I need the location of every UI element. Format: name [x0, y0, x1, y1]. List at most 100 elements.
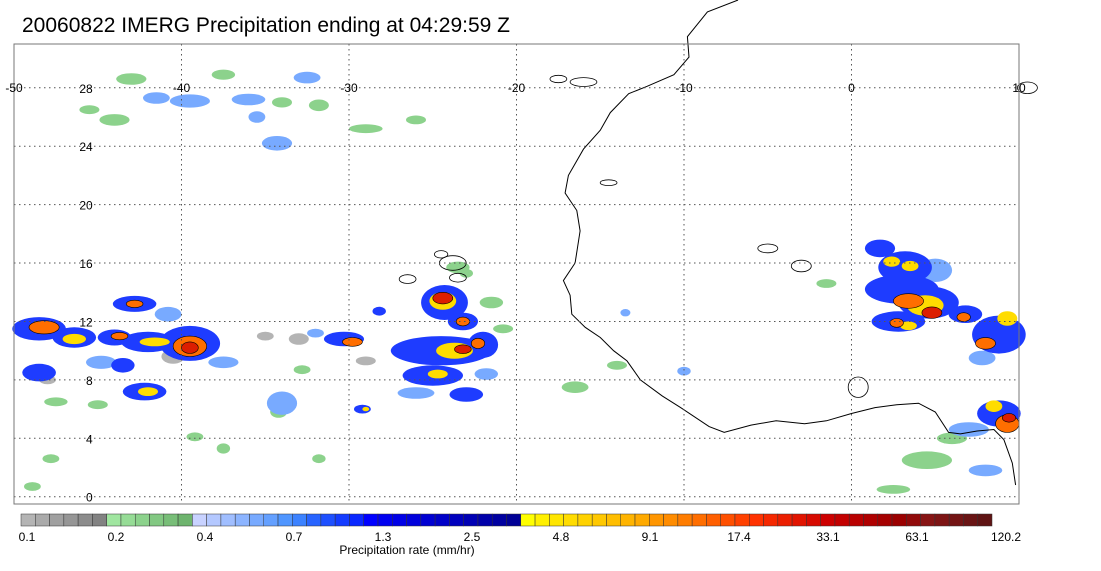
precip-cell-weak	[44, 397, 68, 407]
colorbar-swatch	[506, 513, 522, 527]
colorbar-swatch	[848, 513, 864, 527]
precip-cell-moderate	[620, 309, 631, 317]
precip-cell-weak	[816, 279, 837, 288]
precip-cell-strong	[864, 239, 896, 258]
precip-cell-strong	[111, 358, 135, 373]
precip-cell-weak	[479, 296, 504, 309]
colorbar-swatch	[791, 513, 807, 527]
colorbar-swatch	[720, 513, 736, 527]
precip-cell-weak	[561, 381, 589, 394]
colorbar-swatch	[192, 513, 207, 527]
colorbar-swatch	[934, 513, 950, 527]
colorbar-tick-label: 0.1	[19, 530, 36, 544]
colorbar-swatch	[106, 513, 122, 527]
precip-cell-moderate	[231, 93, 266, 106]
longitude-tick-label: -30	[340, 81, 358, 95]
precip-cell-moderate	[261, 136, 293, 151]
colorbar-swatch	[263, 513, 279, 527]
inland-water-outline	[757, 243, 779, 254]
precip-cell-intense	[455, 316, 470, 327]
precip-cell-moderate	[968, 464, 1003, 477]
colorbar-swatch	[891, 513, 907, 527]
colorbar-swatch	[977, 513, 993, 527]
precip-cell-heavy	[362, 406, 370, 412]
precip-cell-weak	[406, 115, 426, 125]
colorbar-swatch	[877, 513, 893, 527]
precip-cell-moderate	[307, 328, 324, 338]
colorbar-tick-label: 63.1	[905, 530, 929, 544]
colorbar-swatch	[63, 513, 79, 527]
precip-cell-intense	[956, 312, 971, 322]
inland-water-outline	[847, 376, 869, 398]
colorbar-swatch	[92, 513, 107, 527]
precip-cell-intense	[470, 337, 485, 349]
colorbar-swatch	[277, 513, 293, 527]
colorbar-swatch	[163, 513, 179, 527]
colorbar-swatch	[77, 513, 93, 527]
colorbar-swatch	[948, 513, 964, 527]
colorbar-swatch	[534, 513, 550, 527]
precip-cell-heavy	[139, 337, 170, 347]
precip-cell-light	[355, 356, 376, 366]
graticule	[13, 44, 1020, 504]
colorbar-swatch	[591, 513, 607, 527]
precip-cell-heavy	[138, 387, 158, 396]
latitude-tick-label: 16	[79, 257, 93, 271]
colorbar-swatch	[577, 513, 593, 527]
colorbar-tick-label: 0.4	[197, 530, 214, 544]
precip-cell-weak	[79, 105, 100, 115]
colorbar-swatch	[377, 513, 393, 527]
colorbar-swatch	[906, 513, 921, 527]
colorbar-swatch	[149, 513, 165, 527]
colorbar-swatch	[306, 513, 322, 527]
colorbar-swatch	[749, 513, 764, 527]
colorbar-swatch	[320, 513, 336, 527]
longitude-tick-label: -20	[508, 81, 526, 95]
precip-cell-intense	[975, 337, 996, 350]
colorbar-swatch	[563, 513, 579, 527]
precip-cell-weak	[901, 451, 953, 470]
precip-cell-weak	[42, 454, 60, 464]
precip-cell-extreme	[432, 292, 454, 305]
colorbar-swatch	[334, 513, 350, 527]
colorbar-swatch	[834, 513, 850, 527]
precip-cell-weak	[216, 443, 231, 454]
colorbar-tick-label: 1.3	[375, 530, 392, 544]
colorbar-swatch	[206, 513, 222, 527]
colorbar-swatch	[249, 513, 265, 527]
longitude-tick-label: -50	[5, 81, 23, 95]
colorbar-swatch	[177, 513, 193, 527]
precip-cell-extreme	[454, 344, 472, 354]
precip-cell-heavy	[62, 333, 86, 345]
colorbar-swatch	[706, 513, 721, 527]
colorbar-tick-label: 4.8	[553, 530, 570, 544]
colorbar-swatch	[649, 513, 664, 527]
latitude-tick-label: 4	[86, 432, 93, 446]
precip-cell-intense	[125, 299, 144, 308]
precip-cell-weak	[876, 485, 911, 494]
colorbar-swatch	[220, 513, 236, 527]
colorbar-swatch	[691, 513, 707, 527]
colorbar-tick-label: 0.7	[286, 530, 303, 544]
map-frame	[13, 43, 1020, 505]
latitude-tick-label: 0	[86, 491, 93, 505]
precip-cell-heavy	[883, 256, 901, 267]
precip-cell-moderate	[474, 368, 498, 380]
colorbar: 0.1 0.2 0.4 0.7 1.3 2.5 4.8 9.1 17.4 33.1 63.1 120.…	[19, 513, 1021, 557]
precip-cell-intense	[28, 320, 60, 335]
colorbar-swatch	[477, 513, 493, 527]
precip-cell-weak	[607, 360, 627, 370]
longitude-tick-label: 10	[1012, 81, 1026, 95]
inland-water-outline	[449, 272, 467, 283]
colorbar-swatch	[491, 513, 507, 527]
inland-water-outline	[549, 74, 568, 84]
precip-cell-strong	[372, 306, 386, 316]
precip-cell-heavy	[900, 321, 917, 331]
longitude-tick-label: -10	[675, 81, 693, 95]
precip-cell-heavy	[427, 369, 448, 379]
precip-cell-weak	[272, 97, 292, 108]
colorbar-swatch	[434, 513, 450, 527]
inland-water-outline	[790, 259, 812, 273]
precip-cell-moderate	[248, 111, 266, 123]
inland-water-outline	[398, 274, 417, 284]
